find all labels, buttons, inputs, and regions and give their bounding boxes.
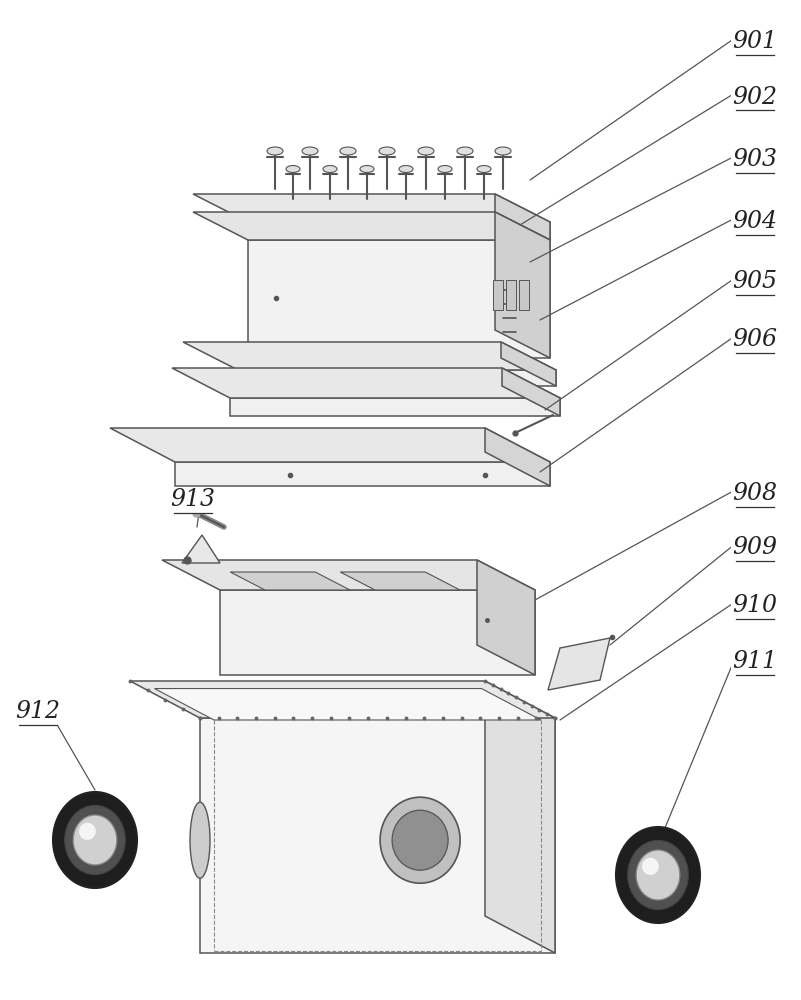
Polygon shape: [110, 428, 550, 462]
Ellipse shape: [457, 147, 473, 155]
Text: 913: 913: [171, 488, 215, 512]
Polygon shape: [130, 681, 555, 718]
Polygon shape: [162, 560, 535, 590]
Ellipse shape: [340, 147, 356, 155]
Text: 906: 906: [732, 328, 778, 352]
Polygon shape: [485, 428, 550, 486]
Ellipse shape: [286, 165, 300, 172]
Polygon shape: [155, 689, 541, 720]
Polygon shape: [495, 194, 550, 240]
Ellipse shape: [267, 147, 283, 155]
Text: 903: 903: [732, 148, 778, 172]
Text: 911: 911: [732, 650, 778, 674]
Polygon shape: [477, 560, 535, 675]
Ellipse shape: [418, 147, 434, 155]
Ellipse shape: [392, 810, 448, 870]
Ellipse shape: [438, 165, 452, 172]
Ellipse shape: [380, 797, 460, 883]
Ellipse shape: [360, 165, 374, 172]
Polygon shape: [493, 280, 503, 310]
Text: 908: 908: [732, 483, 778, 506]
Polygon shape: [182, 535, 220, 563]
Ellipse shape: [79, 823, 96, 840]
Ellipse shape: [190, 802, 210, 878]
Polygon shape: [248, 240, 550, 358]
Ellipse shape: [73, 815, 117, 865]
Ellipse shape: [399, 165, 413, 172]
Polygon shape: [172, 368, 560, 398]
Ellipse shape: [616, 827, 700, 923]
Polygon shape: [501, 342, 556, 386]
Polygon shape: [193, 212, 550, 240]
Ellipse shape: [65, 805, 125, 875]
Polygon shape: [519, 280, 529, 310]
Polygon shape: [200, 718, 555, 953]
Text: 901: 901: [732, 30, 778, 53]
Polygon shape: [238, 370, 556, 386]
Polygon shape: [230, 572, 350, 590]
Ellipse shape: [495, 147, 511, 155]
Polygon shape: [248, 222, 550, 240]
Polygon shape: [230, 398, 560, 416]
Polygon shape: [340, 572, 460, 590]
Ellipse shape: [477, 165, 491, 172]
Text: 902: 902: [732, 86, 778, 108]
Ellipse shape: [53, 792, 137, 888]
Polygon shape: [183, 342, 556, 370]
Ellipse shape: [323, 165, 337, 172]
Text: 910: 910: [732, 594, 778, 617]
Ellipse shape: [642, 858, 659, 875]
Polygon shape: [193, 194, 550, 222]
Polygon shape: [485, 681, 555, 953]
Polygon shape: [220, 590, 535, 675]
Text: 905: 905: [732, 270, 778, 294]
Ellipse shape: [302, 147, 318, 155]
Polygon shape: [175, 462, 550, 486]
Polygon shape: [502, 368, 560, 416]
Polygon shape: [548, 638, 610, 690]
Text: 904: 904: [732, 211, 778, 233]
Ellipse shape: [636, 850, 680, 900]
Polygon shape: [495, 212, 550, 358]
Text: 909: 909: [732, 536, 778, 560]
Ellipse shape: [379, 147, 395, 155]
Text: 912: 912: [15, 700, 61, 724]
Polygon shape: [506, 280, 516, 310]
Ellipse shape: [628, 840, 688, 910]
